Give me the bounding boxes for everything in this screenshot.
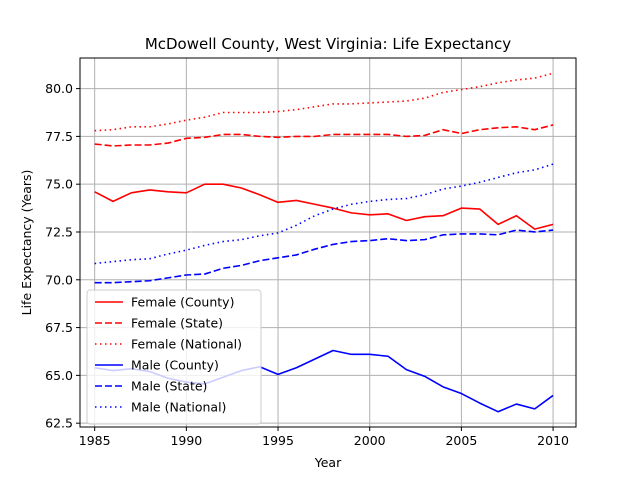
x-tick-label: 2005 [445, 433, 477, 448]
legend-box [86, 289, 262, 425]
plot-frame [79, 57, 577, 428]
legend-label: Male (State) [131, 379, 207, 394]
x-tick-label: 1985 [79, 433, 111, 448]
legend-label: Female (State) [131, 316, 223, 331]
series-line-2 [94, 124, 554, 147]
y-tick-label: 80.0 [45, 81, 73, 96]
grid-lines [80, 58, 576, 427]
y-tick-label: 62.5 [45, 416, 73, 431]
legend: Female (County) Female (State) Female (Nat… [86, 289, 262, 425]
x-tick-label: 1990 [170, 433, 202, 448]
y-tick-label: 65.0 [45, 368, 73, 383]
series-line-1 [94, 183, 554, 230]
y-axis-label: Life Expectancy (Years) [19, 170, 34, 316]
x-tick-label: 1995 [262, 433, 294, 448]
axis-ticks: 1985 1990 1995 2000 2005 2010 62.5 65.0 67.5 70.0… [45, 81, 569, 448]
legend-label: Male (National) [131, 400, 226, 415]
x-axis-label: Year [314, 455, 342, 470]
x-tick-label: 2010 [537, 433, 569, 448]
legend-label: Female (National) [131, 337, 242, 352]
legend-label: Female (County) [131, 295, 234, 310]
chart-title: McDowell County, West Virginia: Life Exp… [145, 35, 511, 53]
y-tick-label: 75.0 [45, 177, 73, 192]
y-tick-label: 77.5 [45, 129, 73, 144]
series-line-5 [94, 229, 554, 284]
legend-label: Male (County) [131, 358, 219, 373]
series-line-3 [94, 72, 554, 132]
y-tick-label: 72.5 [45, 224, 73, 239]
y-tick-label: 67.5 [45, 320, 73, 335]
x-tick-label: 2000 [354, 433, 386, 448]
y-tick-label: 70.0 [45, 272, 73, 287]
